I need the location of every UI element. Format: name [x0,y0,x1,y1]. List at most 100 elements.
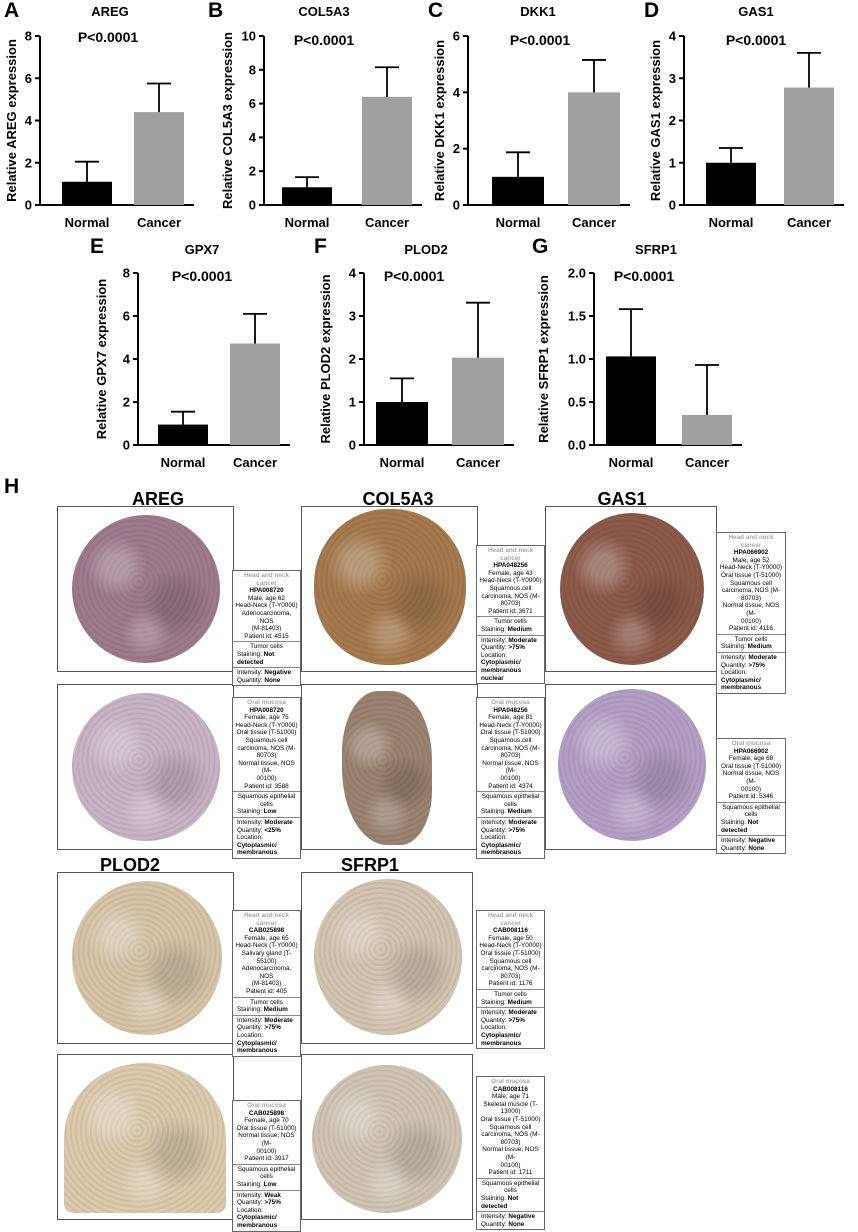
y-tick-label: 2 [25,155,32,170]
card-result-section: Intensity: Moderate Quantity: <25% Locatio… [233,816,300,858]
bar-normal [606,356,656,445]
card-antibody-id: HPA066902 [733,747,769,755]
card-cell-type: Squamous epithelial cells [481,1179,540,1195]
x-tick-label: Cancer [137,215,181,230]
card-tissue-header: Oral mucosa [731,740,771,747]
y-tick-label: 2.0 [568,266,586,281]
y-tick-label: 0 [249,198,256,213]
card-patient-line: Oral tissue (T-51000) [720,571,782,579]
ihc-info-card: Oral mucosa CAB008116 Male, age 71 Skeletal… [476,1076,545,1231]
card-patient-line: Patient id: 1711 [488,1169,533,1177]
card-patient-line: Female, age 70 [244,1117,289,1125]
card-location: Location: Cytoplasmic/ membranous [237,1031,278,1055]
card-location: Location: Cytoplasmic/ membranous [481,1024,522,1047]
card-patient-line: Normal tissue, NOS (M- [482,1146,539,1161]
bar-normal [282,187,332,205]
p-value-annotation: P<0.0001 [614,268,675,284]
card-cell-section: Squamous epithelial cells Staining: Not d… [717,801,785,835]
card-patient-line: Normal tissue, NOS (M- [722,770,780,785]
card-patient-section: Head and neck cancer HPA048256 Female, age… [477,546,544,616]
x-tick-label: Cancer [233,455,277,470]
card-patient-line: Head-Neck (T-Y0000) [479,577,542,585]
card-patient-line: Oral tissue (T-51000) [720,762,782,770]
y-tick-label: 4 [453,85,461,100]
card-antibody-id: HPA066902 [733,549,769,557]
y-tick-label: 4 [349,266,357,281]
card-patient-line: carcinoma, NOS (M- [721,587,781,595]
card-patient-section: Head and neck cancer HPA008720 Male, age 6… [233,571,300,641]
x-tick-label: Normal [380,455,425,470]
x-tick-label: Cancer [787,215,831,230]
card-cell-section: Squamous epithelial cells Staining: Low [233,791,300,817]
chart-title: PLOD2 [404,242,447,257]
card-patient-line: carcinoma, NOS (M- [237,744,296,752]
card-tissue-header: Oral mucosa [491,1078,530,1085]
card-cell-section: Tumor cells Staining: Medium [477,988,544,1007]
card-tissue-header: Head and neck cancer [487,912,534,927]
card-patient-line: Patient id: 4374 [488,782,533,790]
panel-letter-b: B [208,0,224,22]
card-patient-line: Normal tissue, NOS (M- [482,759,539,775]
ihc-info-card: Oral mucosa CAB025898 Female, age 70 Oral t… [232,1100,301,1232]
card-patient-line: Patient id: 3671 [488,607,533,615]
chart-title: AREG [91,4,129,19]
card-patient-line: 80703) [500,1138,521,1146]
card-patient-line: Patient id: 5346 [728,793,774,801]
card-cell-type: Tumor cells [250,643,283,651]
card-patient-line: Oral tissue (T-51000) [480,729,541,737]
card-cell-type: Squamous epithelial cells [722,803,780,819]
card-intensity: Intensity: Moderate [481,818,537,826]
y-tick-label: 0 [123,438,130,453]
card-patient-line: Male, age 71 [492,1093,529,1101]
y-tick-label: 4 [669,29,677,44]
gas1-normal-tissue-image [545,684,717,850]
card-patient-section: Oral mucosa HPA048256 Female, age 81 Head-N… [477,698,544,791]
card-cell-section: Tumor cells Staining: Medium [477,616,544,634]
card-tissue-header: Oral mucosa [247,699,286,706]
ihc-info-card: Head and neck cancer HPA066902 Male, age 5… [716,532,786,694]
y-tick-label: 8 [25,29,32,44]
card-result-section: Intensity: Negative Quantity: None [233,667,300,685]
y-tick-label: 4 [25,113,33,128]
ihc-title-plod2: PLOD2 [99,855,160,875]
gas1-bar-chart: GAS1 P<0.0001 Relative GAS1 expression 0 1 2 3… [648,4,844,230]
panel-letter-d: D [644,0,660,22]
y-tick-label: 6 [453,29,460,44]
gpx7-bar-chart: GPX7 P<0.0001 Relative GPX7 expression 0 2 4 6… [94,242,290,470]
chart-title: SFRP1 [635,242,677,257]
card-quantity: Quantity: <25% [237,826,281,834]
sfrp1-normal-tissue-image [301,1054,473,1220]
card-patient-line: Female, age 43 [488,569,533,577]
card-antibody-id: CAB025898 [248,927,285,935]
areg-bar-chart: AREG P<0.0001 Relative AREG expression 0 2 4 6… [4,4,194,230]
ihc-title-gas1: GAS1 [597,489,647,509]
card-patient-line: Male, age 52 [732,556,770,564]
card-patient-line: Oral tissue (T-51000) [480,1115,541,1123]
card-cell-section: Tumor cells Staining: Not detected [233,641,300,667]
card-patient-section: Oral mucosa HPA008720 Female, age 75 Head-N… [233,698,300,791]
p-value-annotation: P<0.0001 [294,32,355,48]
card-patient-line: Squamous cell [489,736,532,744]
x-tick-label: Cancer [572,215,616,230]
panel-letter-f: F [314,235,327,258]
y-axis-label: Relative GPX7 expression [94,279,109,439]
panel-letter-c: C [428,0,444,22]
card-result-section: Intensity: Moderate Quantity: >75% Locatio… [477,634,544,684]
sfrp1-tumor-tissue-image [301,872,473,1044]
bar-normal [62,181,112,205]
col5a3-tumor-tissue-image [301,506,478,672]
bar-cancer [362,96,412,205]
card-quantity: Quantity: >75% [481,826,525,834]
card-patient-line: Head-Neck (T-Y0000) [235,602,298,610]
card-patient-line: Female, age 68 [728,755,774,763]
card-intensity: Intensity: Negative [237,669,291,677]
plod2-tumor-tissue-image [57,872,234,1044]
x-tick-label: Normal [496,215,541,230]
card-patient-line: Head-Neck (T-Y0000) [235,721,298,729]
ihc-info-card: Head and neck cancer HPA048256 Female, age… [476,545,545,685]
x-tick-label: Normal [161,455,206,470]
card-patient-section: Head and neck cancer HPA066902 Male, age 5… [717,533,785,634]
card-antibody-id: HPA008720 [249,706,284,714]
card-quantity: Quantity: >75% [481,644,525,652]
y-tick-label: 1 [669,155,676,170]
